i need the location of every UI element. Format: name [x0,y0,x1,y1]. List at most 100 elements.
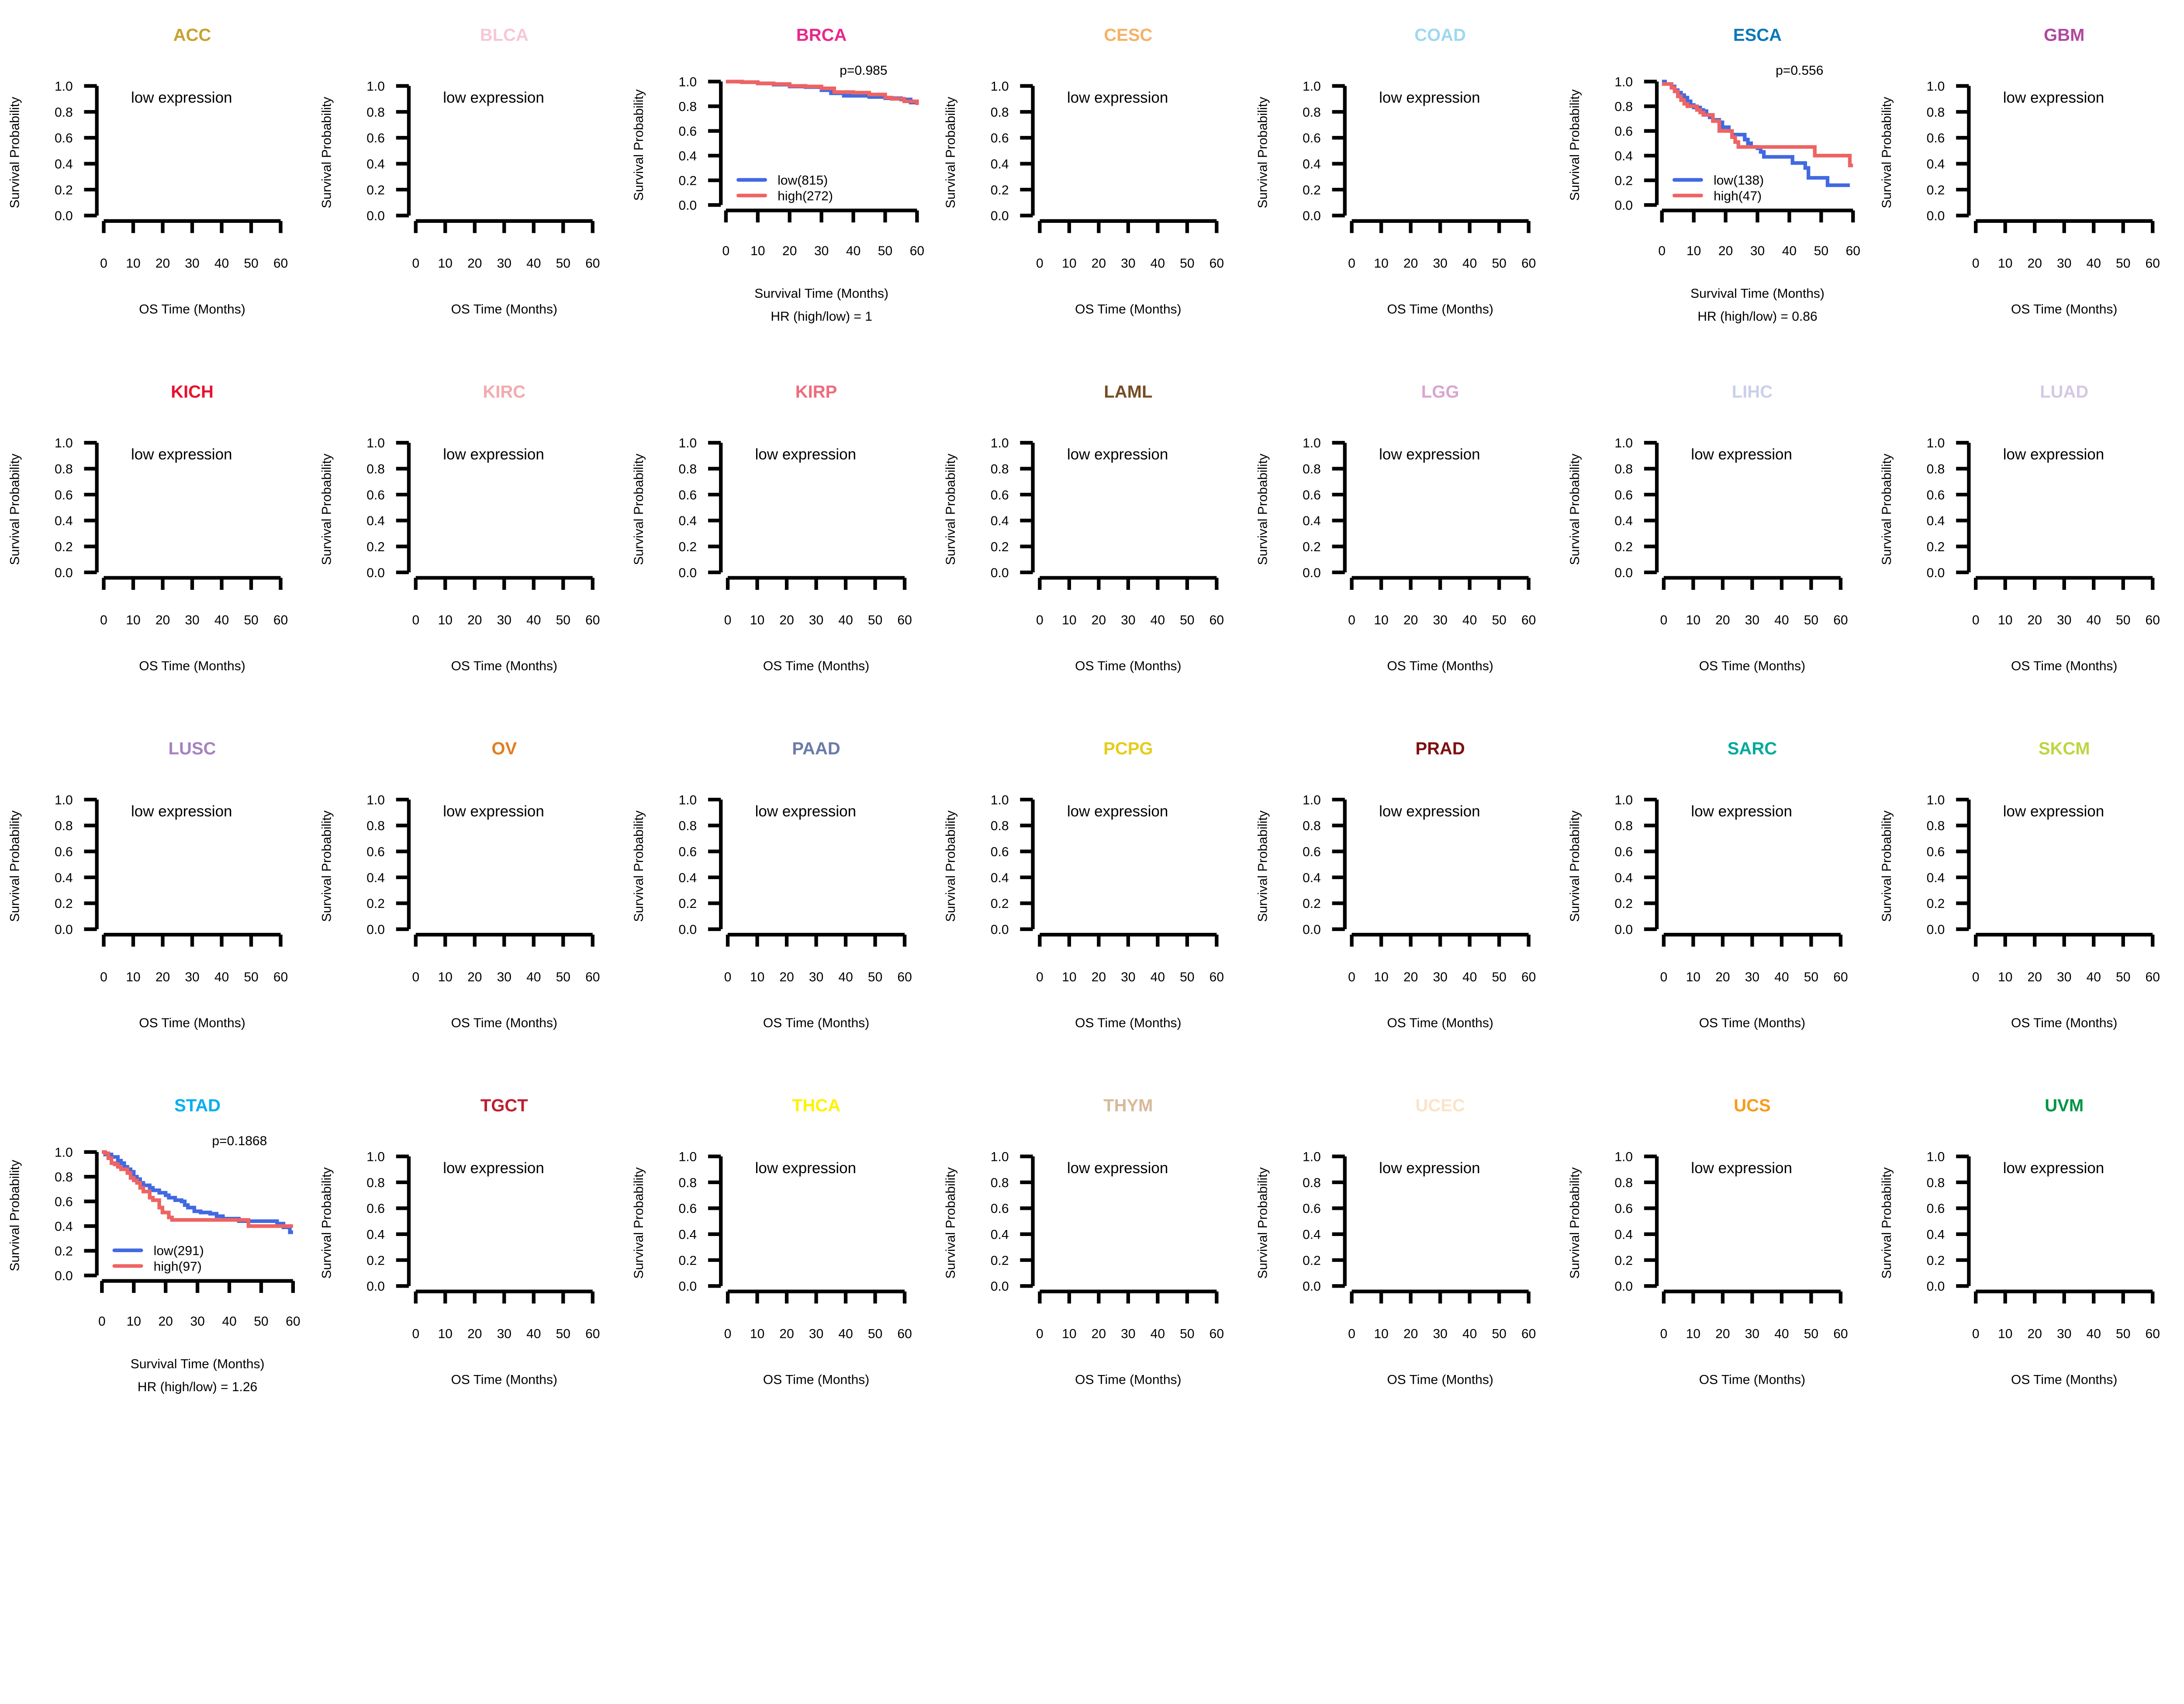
y-tick-label: 0.6 [679,845,697,859]
y-tick-label: 1.0 [55,793,73,807]
panel-title: UCEC [1415,1096,1465,1115]
x-tick-label: 50 [556,256,570,271]
y-tick-label: 0.4 [366,157,385,172]
low-expression-note: low expression [1379,803,1480,820]
panel-thca: THCA 0.0 0.2 0.4 0.6 0.8 1.0 0 10 20 30 40 50 60 Survi… [632,1096,912,1387]
x-tick-label: 10 [1062,1327,1076,1341]
panel-kirc: KIRC 0.0 0.2 0.4 0.6 0.8 1.0 0 10 20 30 40 50 60 Survi… [320,382,600,673]
low-expression-note: low expression [131,89,232,106]
y-tick-label: 0.4 [1927,1228,1945,1242]
low-expression-note: low expression [2003,1160,2105,1177]
panel-title: BRCA [796,25,847,45]
x-tick-label: 50 [244,256,258,271]
x-tick-label: 50 [2116,970,2130,984]
y-axis-label: Survival Probability [320,454,334,565]
x-tick-label: 0 [1660,613,1668,627]
y-tick-label: 0.2 [991,1254,1009,1268]
x-tick-label: 60 [2146,970,2160,984]
y-tick-label: 0.2 [1303,540,1321,554]
x-tick-label: 50 [1180,613,1194,627]
panel-laml: LAML 0.0 0.2 0.4 0.6 0.8 1.0 0 10 20 30 40 50 60 Survi… [943,382,1224,673]
x-tick-label: 30 [2057,1327,2071,1341]
y-axis-label: Survival Probability [943,1167,958,1279]
panel-prad: PRAD 0.0 0.2 0.4 0.6 0.8 1.0 0 10 20 30 40 50 60 Survi… [1255,739,1536,1030]
x-tick-label: 50 [1804,970,1818,984]
y-tick-label: 0.6 [366,845,385,859]
x-tick-label: 50 [1804,1327,1818,1341]
x-tick-label: 20 [1403,256,1418,271]
x-tick-label: 60 [585,256,600,271]
y-tick-label: 0.4 [991,871,1009,885]
y-tick-label: 0.6 [1927,1202,1945,1216]
low-expression-note: low expression [443,803,544,820]
panel-title: THCA [792,1096,840,1115]
y-tick-label: 0.4 [1303,157,1321,172]
x-tick-label: 50 [1180,1327,1194,1341]
x-tick-label: 50 [556,613,570,627]
panel-title: TGCT [480,1096,528,1115]
y-axis-label: Survival Probability [1255,1167,1270,1279]
x-tick-label: 10 [750,1327,764,1341]
low-expression-note: low expression [2003,89,2105,106]
x-tick-label: 40 [526,256,541,271]
x-axis-label: OS Time (Months) [2011,659,2117,673]
x-tick-label: 40 [1462,613,1477,627]
low-expression-note: low expression [755,1160,857,1177]
y-axis-label: Survival Probability [1568,90,1582,201]
x-tick-label: 30 [1433,613,1447,627]
y-tick-label: 0.6 [55,131,73,145]
x-tick-label: 30 [190,1314,204,1329]
y-tick-label: 0.2 [679,897,697,911]
y-tick-label: 0.2 [1927,1254,1945,1268]
x-tick-label: 30 [1433,1327,1447,1341]
x-tick-label: 20 [1403,970,1418,984]
x-tick-label: 60 [2146,1327,2160,1341]
x-tick-label: 20 [156,613,170,627]
panel-lgg: LGG 0.0 0.2 0.4 0.6 0.8 1.0 0 10 20 30 40 50 60 Surviv… [1255,382,1536,673]
x-tick-label: 50 [2116,613,2130,627]
y-tick-label: 0.6 [679,488,697,502]
y-axis-label: Survival Probability [320,1167,334,1279]
y-tick-label: 0.0 [1303,923,1321,937]
x-tick-label: 60 [1521,970,1536,984]
y-tick-label: 0.4 [991,514,1009,528]
y-tick-label: 0.0 [1927,209,1945,223]
x-tick-label: 20 [156,256,170,271]
panel-cesc: CESC 0.0 0.2 0.4 0.6 0.8 1.0 0 10 20 30 40 50 60 Survi… [943,25,1224,316]
x-tick-label: 20 [779,1327,794,1341]
x-tick-label: 50 [1492,970,1506,984]
y-tick-label: 0.6 [1303,845,1321,859]
low-expression-note: low expression [1691,446,1792,463]
x-tick-label: 0 [724,970,732,984]
legend-label-low: low(291) [154,1244,204,1258]
x-tick-label: 10 [1998,1327,2012,1341]
panel-title: LGG [1421,382,1459,402]
x-tick-label: 60 [1209,613,1224,627]
panel-pcpg: PCPG 0.0 0.2 0.4 0.6 0.8 1.0 0 10 20 30 40 50 60 Survi… [943,739,1224,1030]
panel-kirp: KIRP 0.0 0.2 0.4 0.6 0.8 1.0 0 10 20 30 40 50 60 Survi… [632,382,912,673]
panel-title: LUAD [2040,382,2088,402]
x-tick-label: 60 [1209,256,1224,271]
panel-blca: BLCA 0.0 0.2 0.4 0.6 0.8 1.0 0 10 20 30 40 50 60 Survi… [320,25,600,316]
y-tick-label: 0.2 [55,897,73,911]
y-axis-label: Survival Probability [632,90,646,201]
panel-ucec: UCEC 0.0 0.2 0.4 0.6 0.8 1.0 0 10 20 30 40 50 60 Survi… [1255,1096,1536,1387]
x-tick-label: 10 [1062,613,1076,627]
y-tick-label: 0.8 [1927,105,1945,120]
y-tick-label: 0.4 [991,157,1009,172]
y-tick-label: 0.6 [366,131,385,145]
y-tick-label: 0.0 [679,198,697,213]
x-tick-label: 50 [1804,613,1818,627]
x-tick-label: 60 [1209,970,1224,984]
x-axis-label: OS Time (Months) [451,1016,557,1030]
x-tick-label: 10 [1686,970,1700,984]
x-tick-label: 0 [1036,256,1044,271]
x-tick-label: 10 [127,1314,141,1329]
x-axis-label: OS Time (Months) [1075,659,1181,673]
x-tick-label: 20 [1715,970,1730,984]
y-tick-label: 0.0 [679,1279,697,1294]
x-tick-label: 60 [1846,244,1860,258]
y-tick-label: 0.6 [991,488,1009,502]
panel-title: OV [491,739,517,758]
y-tick-label: 1.0 [991,436,1009,450]
